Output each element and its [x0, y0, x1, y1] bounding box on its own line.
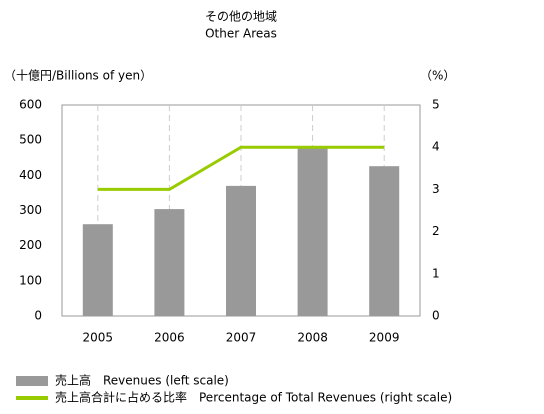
y2-tick-label: 1: [432, 266, 440, 280]
y-axis-label: （十億円/Billions of yen）: [4, 69, 152, 83]
x-tick-label: 2006: [154, 331, 185, 345]
bar: [226, 185, 256, 316]
y2-tick-label: 5: [432, 98, 440, 112]
y-tick-label: 300: [19, 203, 42, 217]
chart-subtitle: Other Areas: [205, 27, 277, 41]
y-tick-label: 100: [19, 273, 42, 287]
y-tick-label: 0: [34, 309, 42, 323]
legend-label: 売上高合計に占める比率 Percentage of Total Revenues…: [55, 390, 452, 405]
y-tick-label: 500: [19, 133, 42, 147]
legend-label: 売上高 Revenues (left scale): [55, 373, 229, 388]
y2-tick-label: 2: [432, 224, 440, 238]
y2-tick-label: 4: [432, 140, 440, 154]
x-tick-label: 2005: [83, 331, 114, 345]
line: [97, 145, 385, 191]
bar: [154, 209, 185, 316]
y-tick-label: 400: [19, 168, 42, 182]
x-tick-label: 2009: [369, 331, 400, 345]
y-tick-label: 600: [19, 98, 42, 112]
legend-swatch: [16, 376, 48, 386]
chart-title: その他の地域: [205, 10, 277, 24]
y2-axis-label: （%）: [420, 69, 455, 83]
y2-tick-label: 3: [432, 182, 440, 196]
x-tick-label: 2008: [297, 331, 328, 345]
y2-tick-label: 0: [432, 309, 440, 323]
bar: [297, 147, 328, 316]
x-tick-label: 2007: [226, 331, 257, 345]
bar: [369, 166, 400, 316]
y-tick-label: 200: [19, 238, 42, 252]
bar: [82, 224, 113, 316]
